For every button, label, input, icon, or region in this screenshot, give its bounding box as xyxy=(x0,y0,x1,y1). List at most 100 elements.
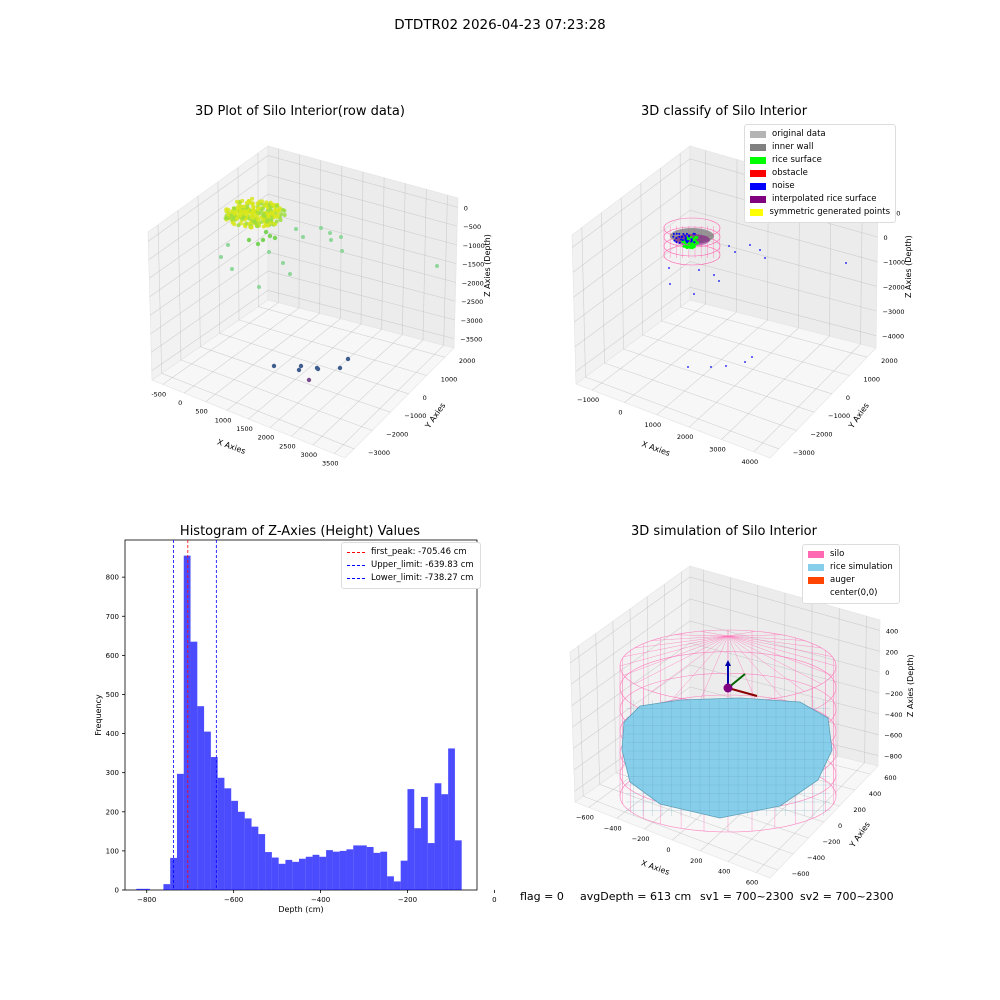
cls-noise-point xyxy=(669,283,671,285)
raw-ztick-label: −2500 xyxy=(461,298,483,306)
cls-noise-point xyxy=(682,233,685,235)
sim-xtick-label: 200 xyxy=(690,857,702,865)
histogram-ytick-label: 700 xyxy=(106,613,119,621)
cls-noise-point xyxy=(690,240,693,243)
sim-grid-z xyxy=(573,664,879,749)
raw-ytick-label: −1000 xyxy=(404,412,426,420)
raw-xtick-label: 1500 xyxy=(236,425,253,433)
legend-label: auger xyxy=(830,575,855,585)
sim-silo-roof xyxy=(727,635,757,701)
raw-cloud-point xyxy=(250,196,255,201)
histogram-bar xyxy=(237,811,245,890)
sim-ytick-label: −400 xyxy=(807,854,825,862)
cls-rice-point xyxy=(689,236,693,239)
status-flag: flag = 0 xyxy=(520,890,564,903)
cls-grid-y xyxy=(585,376,779,450)
raw-cloud-point xyxy=(260,199,265,204)
histogram-bar xyxy=(204,731,211,890)
raw-scatter-point xyxy=(340,249,344,253)
raw-cloud-point xyxy=(246,237,252,243)
raw-cloud-point xyxy=(276,209,281,214)
sim-silo-roof xyxy=(619,635,729,667)
legend-swatch xyxy=(750,196,766,203)
raw-cloud-point xyxy=(244,201,249,205)
sim-panel-title: 3D simulation of Silo Interior xyxy=(631,524,817,539)
cls-noise-point xyxy=(764,257,766,259)
cls-grid-y xyxy=(642,334,832,395)
legend-label: Upper_limit: -639.83 cm xyxy=(371,560,474,570)
raw-grid-y-wall xyxy=(197,196,201,347)
raw-cloud-point xyxy=(225,216,229,221)
raw-cloud-point xyxy=(274,219,279,224)
histogram-bar xyxy=(339,850,347,890)
legend-swatch xyxy=(750,170,766,177)
raw-grid-x-wall xyxy=(381,177,385,330)
cls-ztick-label: −4000 xyxy=(882,333,904,341)
raw-cloud-point xyxy=(243,212,248,217)
classify-panel-title: 3D classify of Silo Interior xyxy=(640,104,808,119)
raw-ytick-label: 2000 xyxy=(459,357,476,365)
raw-cloud-point xyxy=(235,199,239,204)
raw-cloud-point xyxy=(232,206,237,211)
histogram-xtick-label: 0 xyxy=(492,896,496,904)
raw-grid-x xyxy=(205,313,320,402)
cls-noise-point xyxy=(668,267,670,269)
legend-label: rice surface xyxy=(772,155,822,165)
cls-noise-point xyxy=(751,356,753,358)
sim-ztick-label: −800 xyxy=(884,753,902,761)
sim-legend-item: auger xyxy=(808,574,894,587)
raw-grid-z xyxy=(151,270,455,353)
sim-grid-z xyxy=(570,598,880,685)
raw-grid-x-wall xyxy=(402,183,406,335)
cls-noise-point xyxy=(690,238,693,241)
raw-cloud-point xyxy=(274,203,279,208)
raw-ytick-label: −2000 xyxy=(386,431,408,439)
raw-cloud-point xyxy=(282,208,287,213)
histogram-bar xyxy=(366,846,374,890)
raw-grid-x-wall xyxy=(443,195,448,346)
histogram-bar xyxy=(197,706,205,890)
raw-cloud-point xyxy=(230,220,235,225)
cls-grid-z xyxy=(574,261,877,347)
raw-grid-x-wall xyxy=(319,160,322,314)
raw-ytick-label: 0 xyxy=(423,394,427,402)
sim-ztick-label: −400 xyxy=(885,711,903,719)
histogram-bar xyxy=(143,888,150,890)
sim-silo-roof xyxy=(727,635,822,649)
cls-xtick-label: 4000 xyxy=(742,458,759,466)
histogram-bar xyxy=(332,851,340,890)
figure-suptitle: DTDTR02 2026-04-23 07:23:28 xyxy=(394,17,606,33)
sim-silo-roof xyxy=(623,635,729,657)
histogram-bar xyxy=(231,800,238,890)
cls-rice-point xyxy=(691,243,695,247)
cls-noise-point xyxy=(672,235,675,238)
raw-grid-y xyxy=(200,346,391,413)
sim-ytick-label: 200 xyxy=(853,806,865,814)
histogram-bar xyxy=(360,845,367,890)
raw-cloud-point xyxy=(272,214,277,219)
cls-grid-y xyxy=(604,362,797,431)
histogram-bar xyxy=(319,856,327,890)
histogram-ytick-label: 0 xyxy=(115,887,119,895)
histogram-bar xyxy=(305,856,313,890)
raw-grid-x xyxy=(226,318,341,411)
cls-noise-point xyxy=(685,240,688,242)
histogram-bar xyxy=(251,826,259,890)
cls-noise-point xyxy=(688,235,690,238)
cls-rice-point xyxy=(682,245,686,248)
legend-label: rice simulation xyxy=(830,562,893,572)
raw-scatter-point xyxy=(267,250,271,254)
raw-ytick-label: −3000 xyxy=(368,449,390,457)
raw-ztick-label: −2000 xyxy=(462,279,484,287)
cls-ytick-label: −1000 xyxy=(828,412,850,420)
classify-legend-item: interpolated rice surface xyxy=(750,193,890,206)
cls-noise-point xyxy=(675,232,678,235)
cls-xtick-label: 1000 xyxy=(645,421,662,429)
raw-cloud-point xyxy=(263,229,269,235)
histogram-bar xyxy=(414,828,422,890)
sim-silo-roof xyxy=(727,634,783,637)
sim-ztick-label: −200 xyxy=(885,690,903,698)
sim-silo-roof xyxy=(623,635,729,676)
